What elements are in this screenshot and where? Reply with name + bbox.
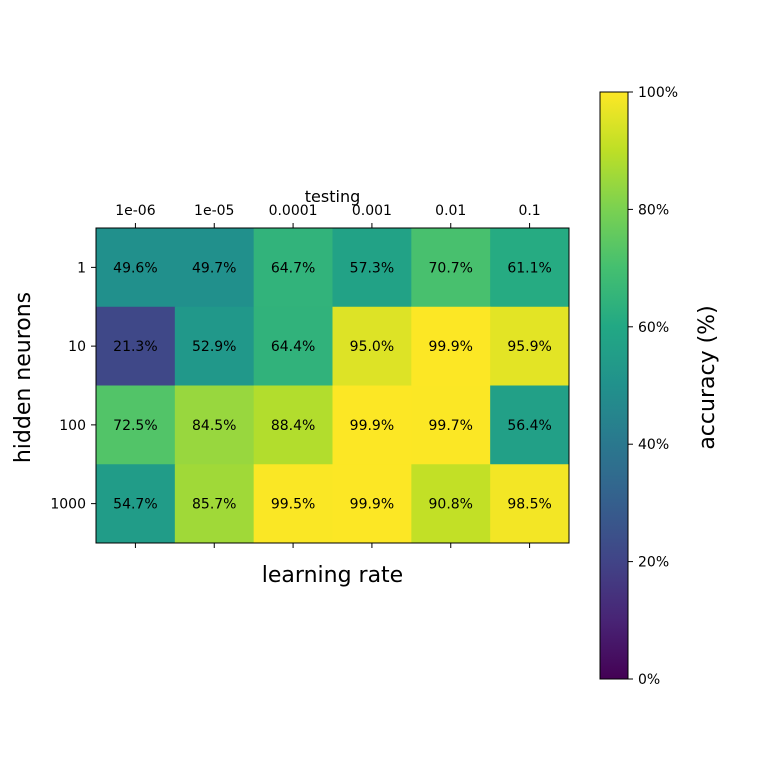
cell-value-2-4: 99.7% <box>429 418 473 434</box>
heatmap-cell-1-3 <box>332 306 412 386</box>
heatmap-cells <box>96 228 570 544</box>
heatmap-cell-0-1 <box>174 228 255 308</box>
heatmap-cell-3-5 <box>490 464 570 544</box>
x-tick-label-1: 1e-05 <box>194 203 234 219</box>
heatmap-cell-0-2 <box>253 228 333 308</box>
colorbar-tick-label-5: 100% <box>638 85 678 101</box>
cell-value-0-5: 61.1% <box>507 260 551 276</box>
y-tick-label-1: 10 <box>68 339 86 355</box>
heatmap-cell-0-3 <box>332 228 412 308</box>
x-axis-label: learning rate <box>262 563 403 588</box>
cell-value-3-5: 98.5% <box>507 497 551 513</box>
x-tick-label-3: 0.001 <box>352 203 392 219</box>
heatmap-cell-2-4 <box>411 385 491 465</box>
heatmap-cell-2-2 <box>253 385 333 465</box>
cell-value-0-1: 49.7% <box>192 260 236 276</box>
colorbar-label: accuracy (%) <box>695 305 720 449</box>
x-tick-label-4: 0.01 <box>435 203 466 219</box>
cell-value-labels: 49.6% 49.7% 64.7% 57.3% 70.7% 61.1% 21.3% 52.9%… <box>113 260 552 512</box>
x-tick-label-5: 0.1 <box>518 203 540 219</box>
cell-value-3-1: 85.7% <box>192 497 236 513</box>
y-tick-label-3: 1000 <box>50 497 86 513</box>
colorbar-tick-label-0: 0% <box>638 672 660 688</box>
cell-value-1-2: 64.4% <box>271 339 315 355</box>
cell-value-2-0: 72.5% <box>113 418 157 434</box>
heatmap-cell-0-4 <box>411 228 491 308</box>
colorbar-tick-label-3: 60% <box>638 320 669 336</box>
colorbar <box>599 91 629 680</box>
cell-value-0-3: 57.3% <box>350 260 394 276</box>
x-tick-label-2: 0.0001 <box>269 203 318 219</box>
y-tick-label-2: 100 <box>59 418 86 434</box>
cell-value-2-2: 88.4% <box>271 418 315 434</box>
colorbar-tick-label-1: 20% <box>638 555 669 571</box>
heatmap-cell-2-1 <box>174 385 255 465</box>
cell-value-3-2: 99.5% <box>271 497 315 513</box>
cell-value-1-0: 21.3% <box>113 339 157 355</box>
heatmap-cell-1-0 <box>96 306 176 386</box>
x-axis-ticks: 1e-06 1e-05 0.0001 0.001 0.01 0.1 <box>115 203 541 548</box>
plot-frame <box>95 227 570 544</box>
cell-value-2-1: 84.5% <box>192 418 236 434</box>
heatmap-cell-1-1 <box>174 306 255 386</box>
heatmap-cell-3-2 <box>253 464 333 544</box>
heatmap-cell-1-4 <box>411 306 491 386</box>
chart-title: testing <box>305 187 360 206</box>
heatmap-cell-1-2 <box>253 306 333 386</box>
colorbar-tick-label-2: 40% <box>638 437 669 453</box>
heatmap-cell-3-4 <box>411 464 491 544</box>
cell-value-1-3: 95.0% <box>350 339 394 355</box>
heatmap-cell-0-0 <box>96 228 176 308</box>
cell-value-0-0: 49.6% <box>113 260 157 276</box>
heatmap-cell-0-5 <box>490 228 570 308</box>
cell-value-2-5: 56.4% <box>507 418 551 434</box>
heatmap-cell-1-5 <box>490 306 570 386</box>
heatmap-cell-3-0 <box>96 464 176 544</box>
heatmap-cell-3-1 <box>174 464 255 544</box>
cell-value-0-2: 64.7% <box>271 260 315 276</box>
cell-value-3-0: 54.7% <box>113 497 157 513</box>
y-axis-ticks: 1 10 100 1000 <box>50 260 96 513</box>
heatmap-cell-3-3 <box>332 464 412 544</box>
cell-value-1-5: 95.9% <box>507 339 551 355</box>
cell-value-2-3: 99.9% <box>350 418 394 434</box>
colorbar-tick-label-4: 80% <box>638 202 669 218</box>
cell-value-1-4: 99.9% <box>429 339 473 355</box>
cell-value-0-4: 70.7% <box>429 260 473 276</box>
cell-value-3-3: 99.9% <box>350 497 394 513</box>
heatmap-cell-2-5 <box>490 385 570 465</box>
heatmap-cell-2-0 <box>96 385 176 465</box>
heatmap-cell-2-3 <box>332 385 412 465</box>
y-tick-label-0: 1 <box>77 260 86 276</box>
cell-value-1-1: 52.9% <box>192 339 236 355</box>
y-axis-label: hidden neurons <box>11 292 36 463</box>
cell-value-3-4: 90.8% <box>429 497 473 513</box>
colorbar-ticks: 0% 20% 40% 60% 80% 100% <box>628 85 678 688</box>
x-tick-label-0: 1e-06 <box>115 203 155 219</box>
